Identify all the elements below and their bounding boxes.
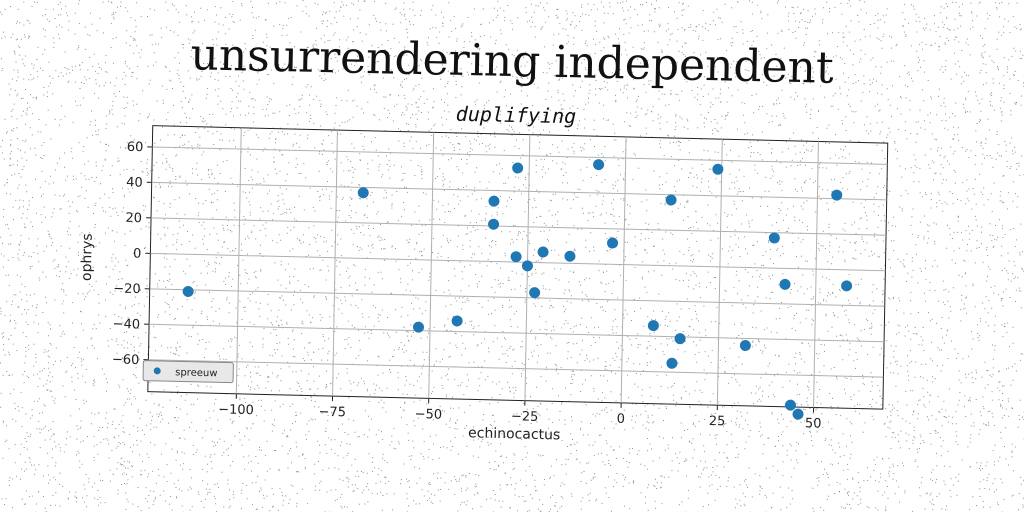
scatter-point <box>593 159 605 171</box>
x-tick-label: −100 <box>218 402 254 418</box>
scatter-point <box>674 333 686 345</box>
scatter-point <box>739 340 751 352</box>
x-axis-ticks: −100 −75 −50 −25 0 25 50 <box>218 393 822 432</box>
grid-lines <box>148 127 888 408</box>
scatter-point <box>665 194 677 206</box>
x-axis-label: echinocactus <box>468 425 560 443</box>
x-grid-line <box>235 127 242 394</box>
x-grid-line <box>428 132 435 399</box>
plot-frame <box>147 125 889 410</box>
chart-title: unsurrendering independent <box>190 29 834 93</box>
scatter-point <box>537 246 549 258</box>
scatter-point <box>841 280 853 292</box>
y-tick-label: 60 <box>127 140 144 155</box>
x-grid-line <box>620 136 627 403</box>
scatter-point <box>779 278 791 290</box>
legend-label-spreeuw: spreeuw <box>175 367 217 379</box>
y-grid-line <box>151 217 887 236</box>
scatter-point <box>357 187 369 199</box>
x-tick-label: 0 <box>617 412 626 427</box>
scatter-point <box>831 189 843 201</box>
scatter-point <box>512 162 524 174</box>
y-tick-label: −20 <box>113 281 141 297</box>
scatter-point <box>607 237 619 249</box>
scatter-point <box>564 250 576 262</box>
y-grid-line <box>149 323 885 343</box>
y-grid-line <box>148 359 884 378</box>
y-tick-label: 20 <box>125 211 142 226</box>
y-tick-label: −40 <box>112 317 140 333</box>
y-tick-label: 40 <box>126 175 143 190</box>
x-tick-label: 50 <box>805 416 822 431</box>
scatter-point <box>521 260 533 272</box>
scatter-point <box>182 286 194 298</box>
x-grid-line <box>813 141 819 408</box>
x-grid-line <box>332 130 338 397</box>
x-tick-label: −50 <box>415 407 443 423</box>
y-tick-label: 0 <box>133 246 142 261</box>
scatter-point <box>768 232 780 244</box>
legend-marker <box>153 367 161 375</box>
legend-box <box>142 360 234 384</box>
x-tick-label: −25 <box>511 409 539 425</box>
scatter-point <box>529 287 541 299</box>
chart-subtitle: duplifying <box>456 102 577 129</box>
scatter-point <box>792 408 804 420</box>
scatter-point <box>666 357 678 369</box>
y-grid-line <box>150 252 886 272</box>
x-tick-label: 25 <box>709 414 726 429</box>
scatter-point <box>488 195 500 207</box>
x-tick-label: −75 <box>318 405 346 421</box>
y-axis-label: ophrys <box>79 233 96 281</box>
series-spreeuw <box>182 159 853 420</box>
y-tick-label: −60 <box>112 352 140 368</box>
legend: spreeuw <box>142 360 234 384</box>
scatter-point <box>712 163 724 175</box>
x-grid-line <box>716 139 723 406</box>
scatter-point <box>784 399 796 411</box>
scatter-point <box>510 251 522 263</box>
y-grid-line <box>151 181 887 201</box>
y-grid-line <box>149 288 885 307</box>
scatter-point <box>647 320 659 332</box>
scatter-point <box>488 218 500 230</box>
scatter-point <box>413 321 425 333</box>
y-axis-ticks: −60 −40 −20 0 20 40 60 <box>112 140 153 368</box>
plot-area: −100 −75 −50 −25 0 25 50 −60 −40 −20 0 20 40 60 echi… <box>79 125 889 443</box>
y-grid-line <box>152 146 888 165</box>
scatter-point <box>451 315 463 327</box>
